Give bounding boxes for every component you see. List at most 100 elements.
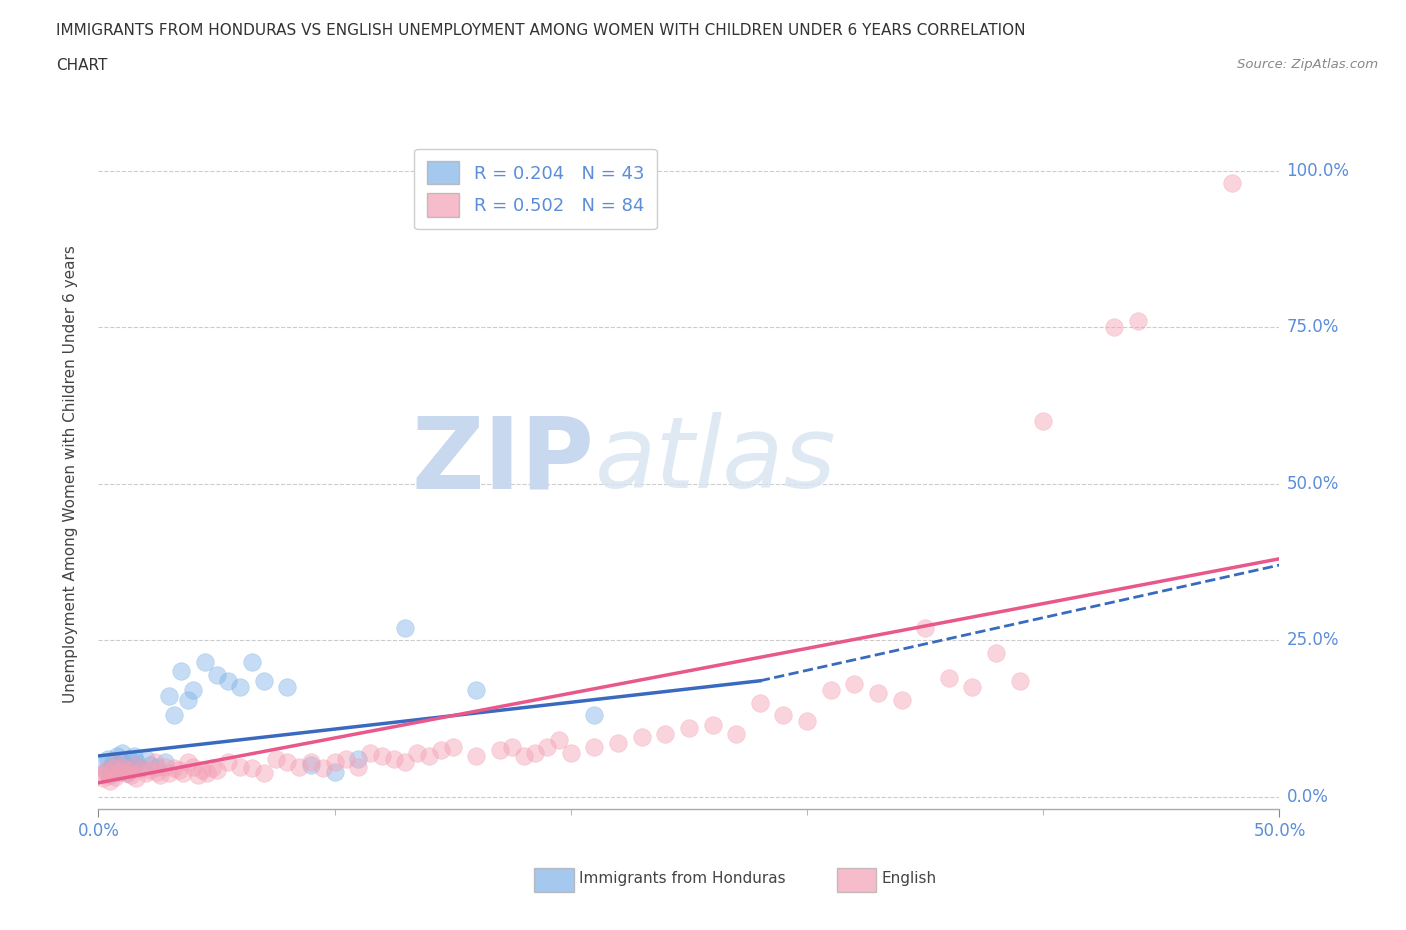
Point xyxy=(153,759,176,774)
Point xyxy=(105,755,128,770)
Point xyxy=(122,758,145,773)
Point xyxy=(725,726,748,741)
Point xyxy=(194,655,217,670)
Point xyxy=(91,770,114,785)
Point xyxy=(111,755,134,770)
Point xyxy=(1102,320,1125,335)
Point xyxy=(394,755,416,770)
Text: English: English xyxy=(882,871,936,886)
Point xyxy=(201,761,224,776)
Point xyxy=(229,680,252,695)
Point xyxy=(583,739,606,754)
Point xyxy=(465,683,488,698)
Point xyxy=(312,761,335,776)
Point xyxy=(143,755,166,770)
Point xyxy=(135,765,157,780)
Text: 50.0%: 50.0% xyxy=(1286,474,1339,493)
Point xyxy=(253,765,276,780)
Text: atlas: atlas xyxy=(595,412,837,510)
Text: ZIP: ZIP xyxy=(412,412,595,510)
Point xyxy=(299,755,322,770)
Point xyxy=(125,755,148,770)
Point xyxy=(121,767,143,782)
Point xyxy=(240,655,263,670)
Point xyxy=(98,761,121,776)
Point xyxy=(153,755,176,770)
Point xyxy=(146,764,169,779)
Point xyxy=(97,751,120,766)
Point xyxy=(796,714,818,729)
Point xyxy=(548,733,571,748)
Point xyxy=(229,759,252,774)
Point xyxy=(512,749,534,764)
Point xyxy=(101,761,124,776)
Point xyxy=(94,763,117,777)
Point xyxy=(678,721,700,736)
Point xyxy=(115,765,138,780)
Text: CHART: CHART xyxy=(56,58,108,73)
Point xyxy=(122,758,145,773)
Point xyxy=(104,764,127,779)
Point xyxy=(129,761,152,776)
Point xyxy=(97,765,120,780)
Point xyxy=(288,759,311,774)
Point xyxy=(1008,673,1031,688)
Point xyxy=(115,765,138,780)
Point xyxy=(177,755,200,770)
Point xyxy=(1126,313,1149,328)
Point xyxy=(205,763,228,777)
Point xyxy=(191,763,214,777)
Y-axis label: Unemployment Among Women with Children Under 6 years: Unemployment Among Women with Children U… xyxy=(63,246,77,703)
Text: 0.0%: 0.0% xyxy=(1286,788,1329,805)
Point xyxy=(607,736,630,751)
Point xyxy=(94,764,117,779)
Point xyxy=(108,764,131,779)
Point xyxy=(157,765,180,780)
Point xyxy=(441,739,464,754)
Point xyxy=(135,751,157,766)
Point xyxy=(630,730,652,745)
Point xyxy=(844,676,866,691)
Point xyxy=(1032,414,1054,429)
Point xyxy=(772,708,794,723)
Point xyxy=(240,761,263,776)
Point xyxy=(984,645,1007,660)
Point xyxy=(962,680,984,695)
Point xyxy=(560,745,582,760)
Point xyxy=(90,767,112,782)
Point xyxy=(394,620,416,635)
Point xyxy=(91,758,114,773)
Point xyxy=(276,755,298,770)
Text: IMMIGRANTS FROM HONDURAS VS ENGLISH UNEMPLOYMENT AMONG WOMEN WITH CHILDREN UNDER: IMMIGRANTS FROM HONDURAS VS ENGLISH UNEM… xyxy=(56,23,1026,38)
Point xyxy=(104,769,127,784)
Point xyxy=(524,745,547,760)
Text: Immigrants from Honduras: Immigrants from Honduras xyxy=(579,871,786,886)
Point xyxy=(501,739,523,754)
Point xyxy=(253,673,276,688)
Point xyxy=(583,708,606,723)
Point xyxy=(702,717,724,732)
Point xyxy=(167,763,190,777)
Point xyxy=(866,686,889,701)
Point xyxy=(170,664,193,679)
Point xyxy=(115,759,138,774)
Point xyxy=(418,749,440,764)
Point xyxy=(146,759,169,774)
Point xyxy=(118,763,141,777)
Text: Source: ZipAtlas.com: Source: ZipAtlas.com xyxy=(1237,58,1378,71)
Point xyxy=(111,745,134,760)
Point xyxy=(195,765,218,780)
Point xyxy=(323,764,346,779)
Point xyxy=(347,759,370,774)
Point xyxy=(217,755,239,770)
Point xyxy=(122,749,145,764)
Point xyxy=(121,763,143,777)
Point xyxy=(187,767,209,782)
Point xyxy=(489,742,512,757)
Point xyxy=(276,680,298,695)
Point xyxy=(217,673,239,688)
Point xyxy=(111,761,134,776)
Text: 25.0%: 25.0% xyxy=(1286,631,1339,649)
Point xyxy=(101,755,124,770)
Legend: R = 0.204   N = 43, R = 0.502   N = 84: R = 0.204 N = 43, R = 0.502 N = 84 xyxy=(413,149,657,229)
